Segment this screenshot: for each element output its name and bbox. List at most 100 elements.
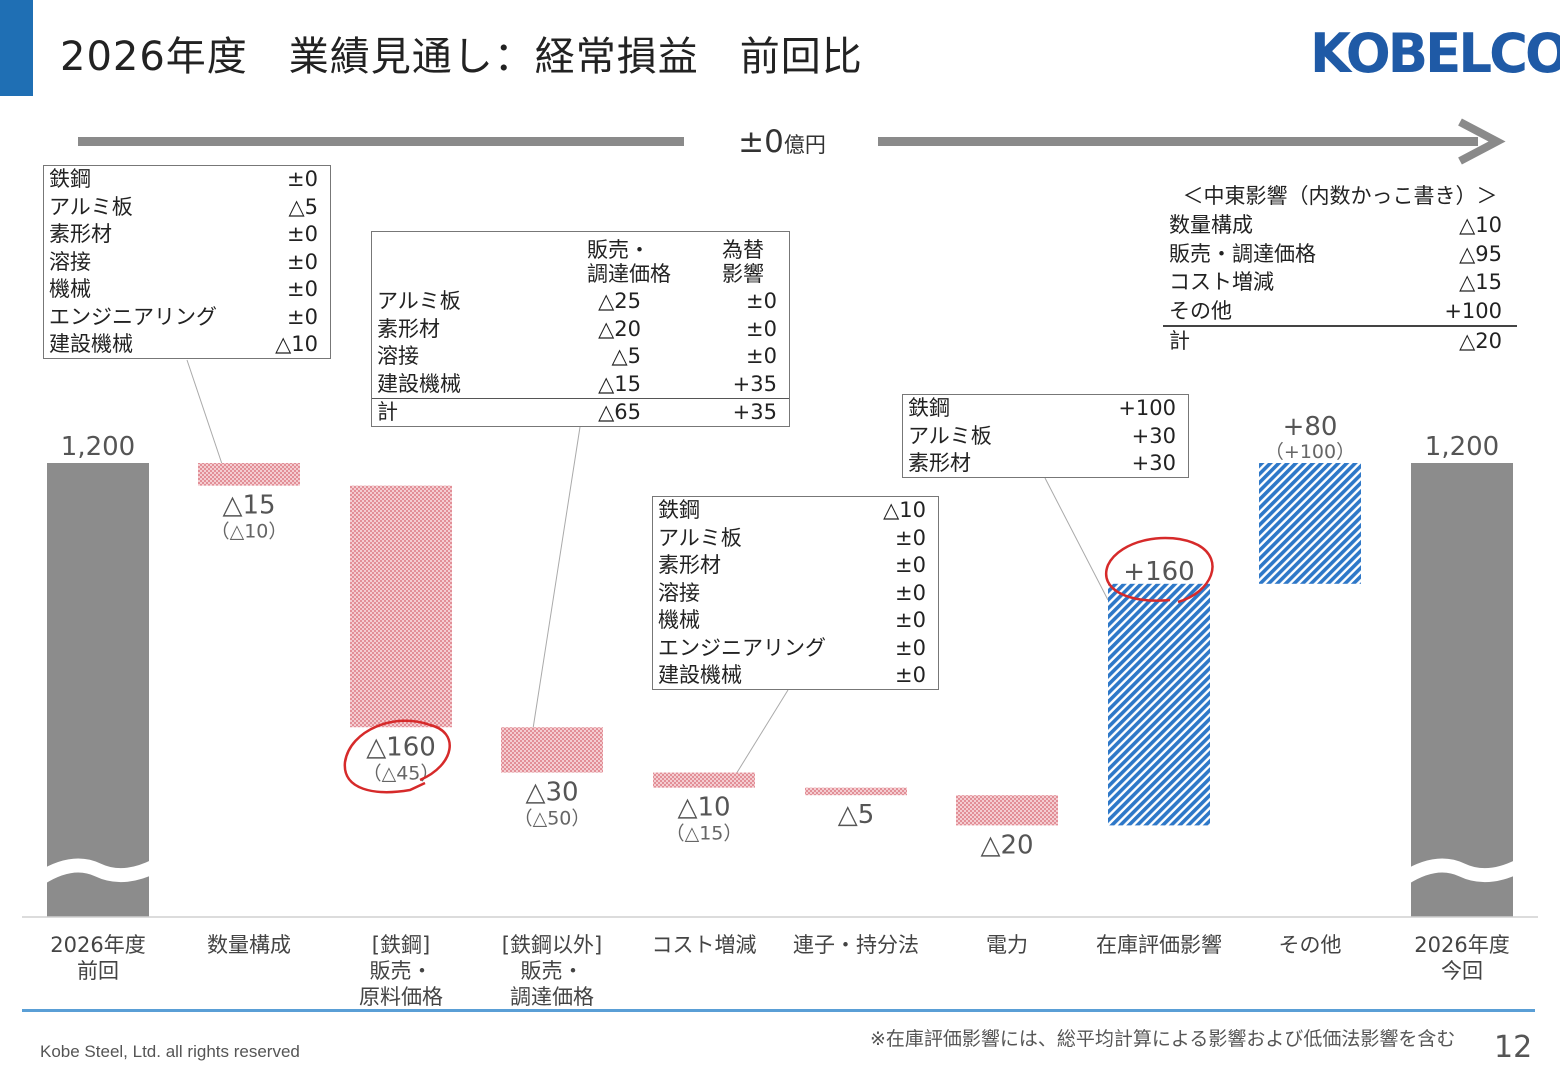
price-segment-box: 販売・ 調達価格 為替 影響 アルミ板 △25 ±0 素形材 △20 ±0 溶接 △5 ±0 建設機械… <box>371 231 790 427</box>
bar-9 <box>1259 463 1361 584</box>
cost-segment-label: 鉄鋼 <box>658 498 700 522</box>
category-label-8: 在庫評価影響 <box>1096 933 1222 957</box>
volume-segment-label: エンジニアリング <box>49 304 217 329</box>
price-segment-fx-value: ±0 <box>746 316 777 341</box>
cost-segment-row: アルミ板 ±0 <box>653 525 938 553</box>
middle-east-row: 販売・調達価格 △95 <box>1163 240 1517 269</box>
value-label-6: △5 <box>838 800 875 830</box>
cost-segment-value: ±0 <box>895 608 926 632</box>
volume-segment-value: ±0 <box>287 222 318 246</box>
price-segment-row: 建設機械 △15 +35 <box>372 371 789 399</box>
volume-segment-row: 機械 ±0 <box>44 276 330 304</box>
bar-7 <box>956 795 1058 826</box>
bar-10 <box>1411 463 1513 917</box>
page-title: 2026年度 業績見通し：経常損益 前回比 <box>60 34 863 80</box>
value-label-5: △10 <box>677 793 730 823</box>
highlight-circle-2 <box>1105 536 1214 604</box>
middle-east-label: 数量構成 <box>1169 213 1253 237</box>
category-label-3: [鉄鋼] <box>372 933 430 957</box>
leader-line <box>1044 477 1109 601</box>
bar-8 <box>1108 583 1210 826</box>
volume-segment-value: ±0 <box>287 249 318 274</box>
category-label-3: 原料価格 <box>359 985 443 1009</box>
volume-segment-row: 建設機械 △10 <box>44 331 330 359</box>
volume-segment-row: エンジニアリング ±0 <box>44 304 330 332</box>
inventory-segment-value: +100 <box>1118 396 1176 420</box>
arrow-shaft-right <box>878 137 1478 146</box>
cost-segment-value: ±0 <box>895 553 926 577</box>
leader-line <box>732 689 789 780</box>
value-label-7: △20 <box>980 830 1033 860</box>
value-label-9: +80 <box>1283 412 1338 442</box>
cost-segment-label: 素形材 <box>658 553 721 577</box>
volume-segment-row: 鉄鋼 ±0 <box>44 166 330 194</box>
price-segment-sales-value: △25 <box>598 289 641 313</box>
cost-segment-row: 鉄鋼 △10 <box>653 497 938 525</box>
value-label-1: 1,200 <box>61 432 135 462</box>
page-number: 12 <box>1494 1030 1533 1065</box>
volume-segment-label: 建設機械 <box>49 332 133 356</box>
price-segment-fx-value: +35 <box>732 371 777 396</box>
axis-break-mark <box>1401 858 1523 885</box>
cost-segment-value: ±0 <box>895 525 926 550</box>
bar-3 <box>350 485 452 728</box>
footer-rule <box>22 1009 1535 1012</box>
leader-line <box>186 359 223 465</box>
price-segment-row: 溶接 △5 ±0 <box>372 343 789 371</box>
volume-segment-label: 素形材 <box>49 222 112 246</box>
price-segment-label: 計 <box>377 400 398 424</box>
bar-1 <box>47 463 149 917</box>
leader-line <box>529 426 581 749</box>
kobelco-logo: KOBELCO <box>1310 22 1560 85</box>
volume-segment-label: 鉄鋼 <box>49 167 91 191</box>
cost-segment-value: △10 <box>883 498 926 522</box>
middle-east-label: 販売・調達価格 <box>1169 241 1316 266</box>
inventory-segment-value: +30 <box>1131 423 1176 448</box>
price-col1-header: 販売・ 調達価格 <box>587 238 671 286</box>
middle-east-row: 数量構成 △10 <box>1163 211 1517 240</box>
category-label-3: 販売・ <box>370 959 433 983</box>
category-label-4: [鉄鋼以外] <box>502 933 602 957</box>
volume-segment-box: 鉄鋼 ±0 アルミ板 △5 素形材 ±0 溶接 ±0 機械 ±0 エンジニアリング ±0 建設機械 △10 <box>43 165 331 359</box>
middle-east-title: ＜中東影響（内数かっこ書き）＞ <box>1182 184 1498 208</box>
middle-east-label: その他 <box>1169 298 1232 323</box>
middle-east-row: コスト増減 △15 <box>1163 268 1517 297</box>
category-label-1: 前回 <box>77 959 119 983</box>
middle-east-value: +100 <box>1444 298 1502 323</box>
cost-segment-label: 溶接 <box>658 580 700 605</box>
bar-4 <box>501 727 603 773</box>
price-segment-row: 素形材 △20 ±0 <box>372 316 789 344</box>
cost-segment-row: 溶接 ±0 <box>653 580 938 608</box>
middle-east-value: △10 <box>1459 213 1502 237</box>
cost-segment-label: 建設機械 <box>658 663 742 687</box>
category-label-10: 今回 <box>1441 959 1483 983</box>
value-label-2: △15 <box>222 491 275 521</box>
cost-segment-value: ±0 <box>895 635 926 660</box>
fx-col2-header: 為替 影響 <box>722 238 764 286</box>
volume-segment-row: 素形材 ±0 <box>44 221 330 249</box>
cost-segment-label: エンジニアリング <box>658 635 826 660</box>
middle-east-label: 計 <box>1169 329 1190 353</box>
volume-segment-value: ±0 <box>287 277 318 301</box>
category-label-2: 数量構成 <box>207 933 291 957</box>
category-label-10: 2026年度 <box>1414 933 1509 957</box>
sub-label-9: （+100） <box>1265 441 1355 463</box>
volume-segment-label: アルミ板 <box>49 194 133 219</box>
bar-5 <box>653 772 755 788</box>
cost-segment-row: 建設機械 ±0 <box>653 662 938 690</box>
cost-segment-label: 機械 <box>658 608 700 632</box>
price-segment-sales-value: △5 <box>611 344 641 368</box>
category-label-7: 電力 <box>986 933 1028 957</box>
middle-east-total-row: 計 △20 <box>1163 325 1517 356</box>
inventory-segment-box: 鉄鋼 +100 アルミ板 +30 素形材 +30 <box>902 394 1189 478</box>
volume-segment-label: 機械 <box>49 277 91 301</box>
cost-segment-row: 素形材 ±0 <box>653 552 938 580</box>
price-segment-sales-value: △20 <box>598 316 641 341</box>
bar-2 <box>198 463 300 486</box>
inventory-segment-value: +30 <box>1131 451 1176 475</box>
volume-segment-row: 溶接 ±0 <box>44 249 330 277</box>
inventory-segment-row: アルミ板 +30 <box>903 423 1188 451</box>
volume-segment-label: 溶接 <box>49 249 91 274</box>
sub-label-3: （△45） <box>363 762 440 784</box>
